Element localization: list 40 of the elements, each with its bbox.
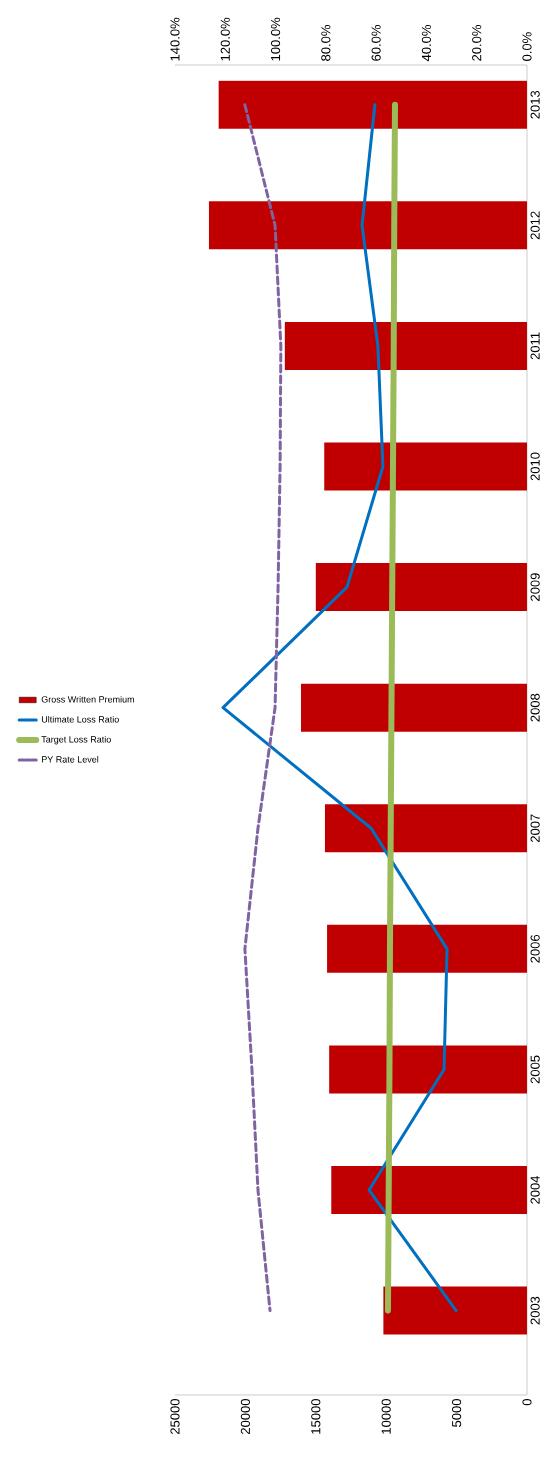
x-tick-label: 15000 (311, 1399, 321, 1434)
bar (331, 1166, 527, 1215)
y-tick-label: 2007 (530, 814, 540, 843)
x2-tick-label: 140.0% (170, 17, 180, 61)
x-tick-label: 10000 (381, 1399, 391, 1434)
x-tick-label: 25000 (170, 1399, 180, 1435)
bar (218, 80, 527, 129)
bar (327, 924, 527, 973)
bar (329, 1045, 527, 1094)
x2-tick-label: 40.0% (421, 25, 432, 62)
bar (324, 442, 527, 491)
legend-label: Gross Written Premium (41, 695, 134, 703)
x2-tick-label: 0.0% (522, 32, 532, 61)
bar (315, 563, 527, 612)
x2-tick-label: 100.0% (270, 17, 281, 61)
y-tick-label: 2008 (530, 693, 540, 722)
y-tick-label: 2003 (530, 1296, 540, 1325)
y-tick-label: 2011 (530, 332, 540, 360)
y-tick-label: 2005 (530, 1055, 540, 1084)
bar (284, 321, 527, 370)
legend-label: PY Rate Level (41, 756, 99, 763)
y-tick-label: 2012 (530, 211, 540, 240)
x-tick-label: 20000 (240, 1399, 250, 1435)
x2-tick-label: 80.0% (321, 25, 331, 61)
bar (383, 1286, 527, 1335)
x2-tick-label: 20.0% (472, 25, 482, 61)
legend-label: Ultimate Loss Ratio (41, 715, 119, 723)
y-tick-label: 2010 (530, 452, 540, 481)
x-tick-label: 0 (522, 1399, 532, 1406)
x2-tick-label: 60.0% (371, 25, 381, 61)
bar (301, 683, 527, 732)
bar (324, 804, 527, 853)
y-tick-label: 2009 (530, 573, 540, 601)
x-tick-label: 5000 (451, 1399, 462, 1427)
y-tick-label: 2013 (530, 90, 540, 119)
legend-label: Target Loss Ratio (41, 735, 111, 745)
bar (208, 201, 527, 250)
x2-tick-label: 120.0% (220, 17, 230, 61)
y-tick-label: 2006 (530, 934, 540, 963)
y-tick-label: 2004 (530, 1175, 540, 1204)
